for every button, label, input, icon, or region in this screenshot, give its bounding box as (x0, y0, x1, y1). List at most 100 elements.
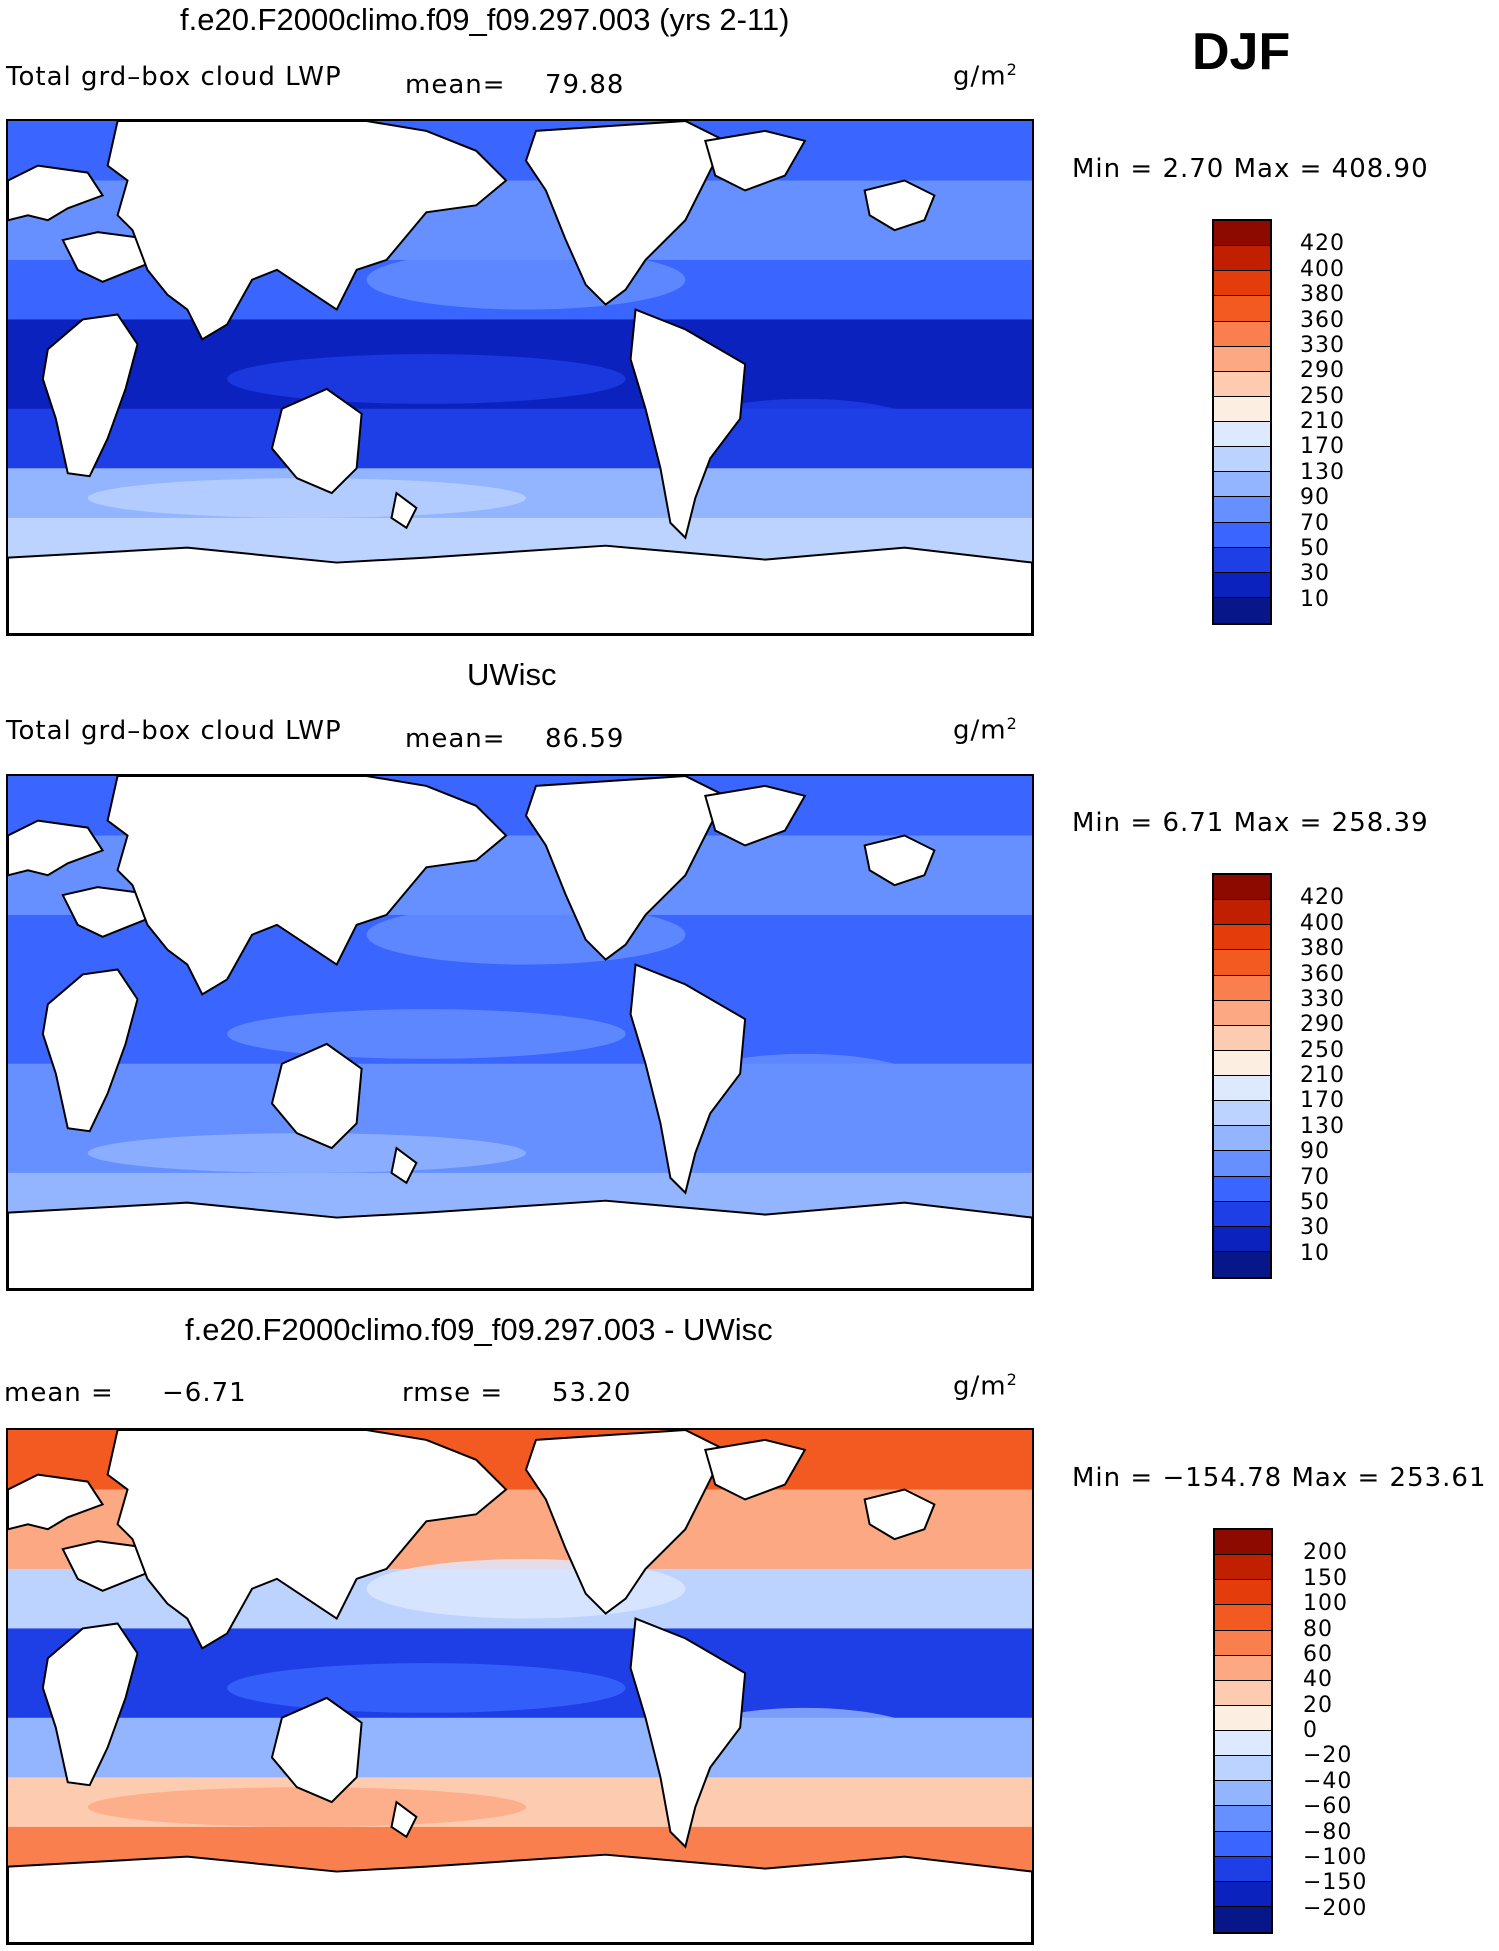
field-blob (227, 354, 626, 404)
panel-1-units: g/m2 (953, 60, 1018, 92)
landmass (61, 886, 159, 938)
colorbar-level-label: −150 (1303, 1870, 1368, 1896)
landmass (270, 387, 363, 495)
landmass (41, 1622, 139, 1787)
colorbar-swatch (1214, 346, 1270, 372)
panel-3-units: g/m2 (953, 1370, 1018, 1402)
landmass (863, 834, 936, 887)
panel-3-colorbar (1213, 1528, 1273, 1934)
colorbar-swatch (1214, 472, 1270, 498)
colorbar-swatch (1214, 925, 1270, 951)
colorbar-swatch (1214, 221, 1270, 247)
landmass (629, 963, 747, 1195)
panel-1-map (6, 119, 1034, 636)
panel-1-title: f.e20.F2000climo.f09_f09.297.003 (yrs 2-… (180, 2, 790, 37)
field-blob (227, 1009, 626, 1059)
colorbar-swatch (1214, 900, 1270, 926)
colorbar-level-label: 10 (1300, 586, 1330, 612)
colorbar-level-label: −40 (1303, 1768, 1353, 1794)
landmass (863, 179, 936, 232)
colorbar-swatch (1214, 447, 1270, 473)
colorbar-level-label: 210 (1300, 409, 1345, 434)
colorbar-level-label: 170 (1300, 1088, 1345, 1114)
colorbar-swatch (1214, 422, 1270, 448)
colorbar-swatch (1214, 597, 1270, 623)
panel-3-mean-value: −6.71 (162, 1378, 247, 1408)
panel-2-minmax: Min = 6.71 Max = 258.39 (1072, 808, 1429, 838)
landmass (863, 1488, 936, 1541)
panel-1-colorbar (1212, 219, 1272, 625)
colorbar-level-label: 210 (1300, 1063, 1345, 1088)
panel-2-mean-value: 86.59 (545, 724, 625, 754)
landmass (61, 1540, 159, 1592)
landmass (106, 776, 508, 996)
colorbar-swatch (1214, 497, 1270, 523)
colorbar-swatch (1215, 1856, 1271, 1882)
colorbar-swatch (1215, 1705, 1271, 1731)
field-blob (685, 398, 925, 459)
colorbar-swatch (1214, 296, 1270, 322)
landmass (704, 1438, 807, 1501)
colorbar-level-label: 60 (1303, 1641, 1333, 1667)
panel-3-minmax: Min = −154.78 Max = 253.61 (1072, 1463, 1487, 1493)
colorbar-swatch (1215, 1555, 1271, 1581)
colorbar-level-label: 380 (1300, 936, 1345, 962)
colorbar-swatch (1214, 572, 1270, 598)
colorbar-swatch (1215, 1655, 1271, 1681)
colorbar-swatch (1214, 950, 1270, 976)
field-blob (87, 1787, 526, 1827)
panel-2-units: g/m2 (953, 714, 1018, 746)
panel-1-minmax: Min = 2.70 Max = 408.90 (1072, 154, 1429, 184)
colorbar-swatch (1215, 1530, 1271, 1556)
colorbar-swatch (1215, 1731, 1271, 1757)
colorbar-swatch (1215, 1881, 1271, 1907)
panel-1-variable: Total grd–box cloud LWP (6, 62, 342, 92)
colorbar-level-label: 130 (1300, 459, 1345, 485)
panel-3-mean-label: mean = (4, 1378, 114, 1408)
colorbar-level-label: 420 (1300, 231, 1345, 257)
colorbar-swatch (1214, 1025, 1270, 1051)
panel-1-mean-value: 79.88 (545, 70, 625, 100)
colorbar-swatch (1215, 1680, 1271, 1706)
colorbar-level-label: 290 (1300, 358, 1345, 384)
colorbar-level-label: 30 (1300, 561, 1330, 587)
colorbar-level-label: 290 (1300, 1012, 1345, 1038)
colorbar-swatch (1214, 522, 1270, 548)
landmass (41, 313, 139, 478)
panel-3-title: f.e20.F2000climo.f09_f09.297.003 - UWisc (185, 1312, 773, 1347)
colorbar-level-label: −20 (1303, 1743, 1353, 1769)
field-blob (685, 1707, 925, 1768)
landmass (41, 968, 139, 1133)
field-blob (685, 1053, 925, 1114)
panel-2-map (6, 774, 1034, 1291)
panel-2-variable: Total grd–box cloud LWP (6, 716, 342, 746)
colorbar-swatch (1214, 271, 1270, 297)
landmass (390, 491, 418, 530)
landmass (8, 164, 105, 222)
landmass (8, 544, 1032, 634)
colorbar-swatch (1215, 1806, 1271, 1832)
colorbar-swatch (1214, 1000, 1270, 1026)
landmass (629, 1617, 747, 1849)
landmass (270, 1696, 363, 1804)
colorbar-level-label: −100 (1303, 1844, 1368, 1870)
landmass (106, 121, 508, 341)
colorbar-level-label: 100 (1303, 1591, 1348, 1617)
landmass (270, 1042, 363, 1150)
landmass (8, 1853, 1032, 1943)
colorbar-level-label: 400 (1300, 256, 1345, 282)
colorbar-swatch (1214, 1176, 1270, 1202)
colorbar-level-label: 330 (1300, 986, 1345, 1012)
colorbar-swatch (1214, 1076, 1270, 1102)
colorbar-level-label: 10 (1300, 1240, 1330, 1266)
landmass (704, 129, 807, 192)
landmass (8, 1473, 105, 1531)
colorbar-swatch (1215, 1580, 1271, 1606)
colorbar-swatch (1214, 975, 1270, 1001)
colorbar-level-label: 50 (1300, 535, 1330, 561)
landmass (61, 231, 159, 283)
colorbar-level-label: −60 (1303, 1794, 1353, 1820)
colorbar-level-label: −200 (1303, 1895, 1368, 1921)
colorbar-level-label: 200 (1303, 1540, 1348, 1566)
field-blob (227, 1663, 626, 1713)
